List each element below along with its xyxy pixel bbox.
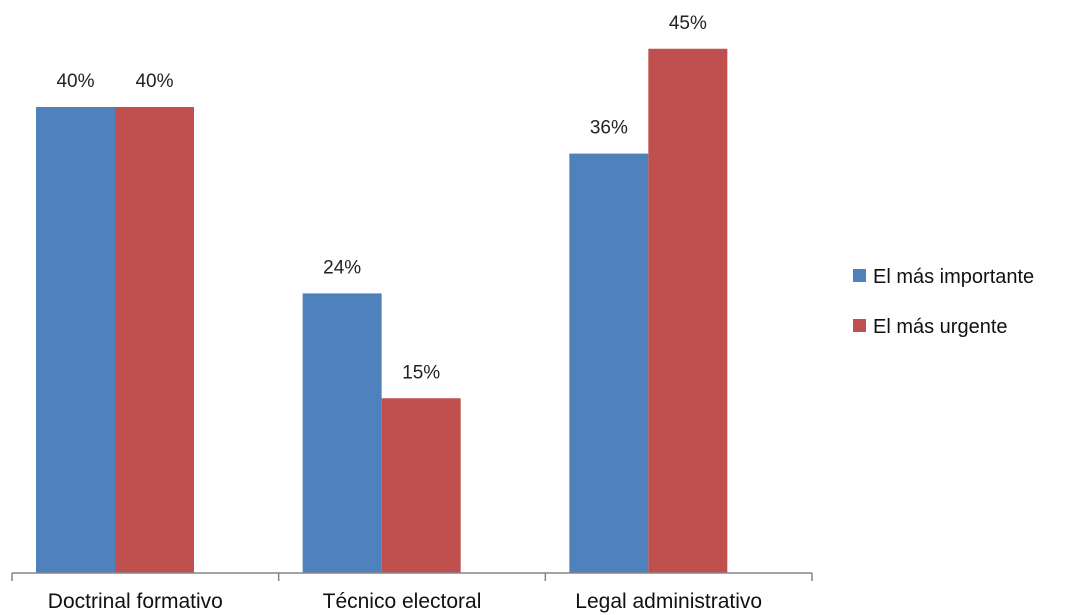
bars-layer [36,48,728,573]
legend-swatch-el-mas-urgente [853,319,866,332]
x-tick-labels: Doctrinal formativo Técnico electoral Lega… [48,590,762,613]
bar-el-mas-urgente-legal-administrativo [648,48,728,573]
x-tick-label-tecnico-electoral: Técnico electoral [323,590,482,613]
bar-el-mas-urgente-tecnico-electoral [381,398,461,573]
bar-el-mas-importante-legal-administrativo [569,153,649,573]
legend: El más importante El más urgente [853,266,1034,338]
legend-swatch-el-mas-importante [853,269,866,282]
data-label-el-mas-importante-doctrinal-formativo: 40% [56,71,94,92]
x-axis [11,572,813,581]
legend-label-el-mas-urgente: El más urgente [873,316,1008,338]
data-label-el-mas-urgente-tecnico-electoral: 15% [402,362,440,383]
data-label-el-mas-urgente-legal-administrativo: 45% [669,13,707,34]
data-label-el-mas-importante-legal-administrativo: 36% [590,118,628,139]
data-label-el-mas-urgente-doctrinal-formativo: 40% [135,71,173,92]
x-tick-label-doctrinal-formativo: Doctrinal formativo [48,590,223,613]
x-tick-label-legal-administrativo: Legal administrativo [575,590,762,613]
data-label-el-mas-importante-tecnico-electoral: 24% [323,257,361,278]
legend-label-el-mas-importante: El más importante [873,266,1034,288]
bar-el-mas-urgente-doctrinal-formativo [115,107,194,573]
data-labels-layer: 40% 40% 24% 15% 36% 45% [56,13,706,384]
bar-el-mas-importante-doctrinal-formativo [36,107,115,573]
bar-el-mas-importante-tecnico-electoral [302,293,382,573]
